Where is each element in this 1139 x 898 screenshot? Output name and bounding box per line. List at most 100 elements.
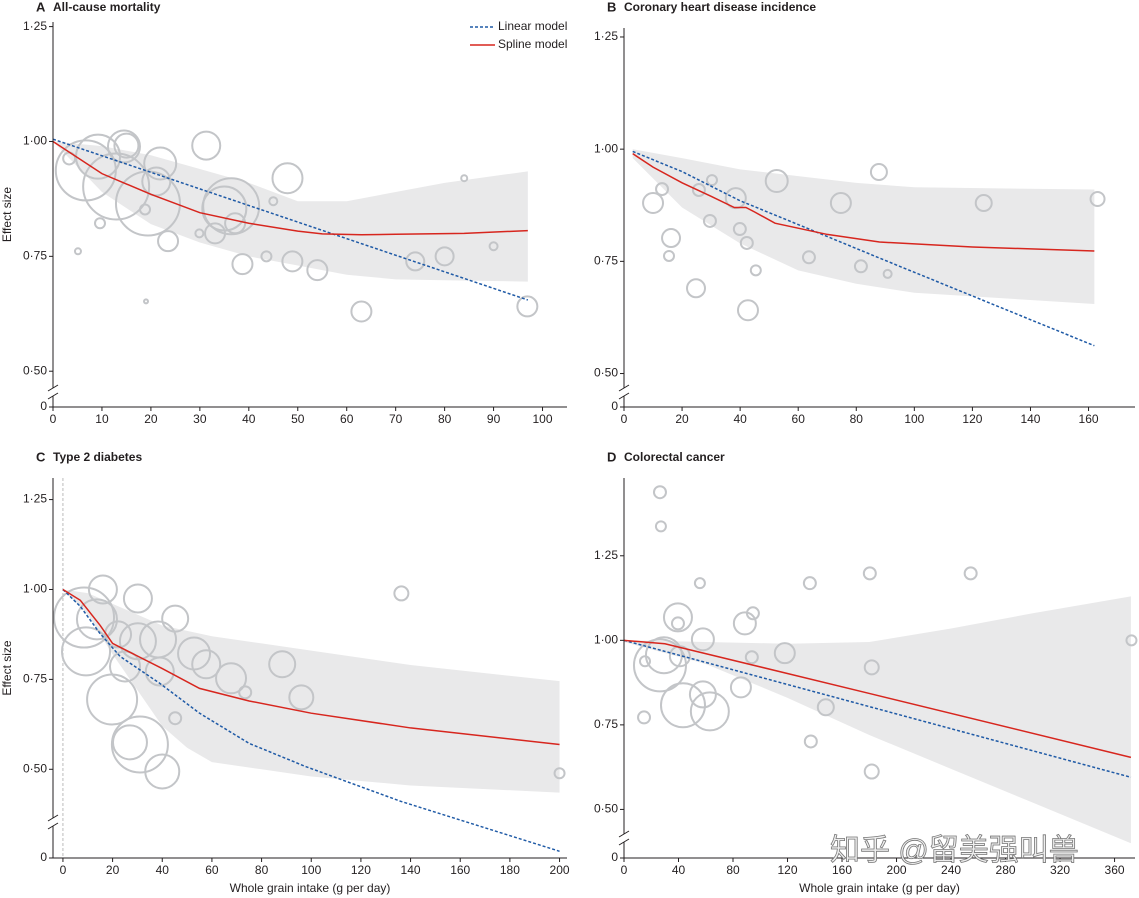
study-bubble [637, 710, 652, 725]
study-bubble [773, 642, 796, 665]
y-axis-label: Effect size [0, 640, 14, 695]
y-tick-label: 0 [40, 850, 47, 864]
x-tick-label: 360 [1105, 863, 1125, 877]
study-bubble [350, 300, 373, 323]
y-tick-label: 0·50 [594, 802, 618, 816]
x-tick-label: 40 [156, 863, 170, 877]
x-tick-label: 140 [1020, 412, 1040, 426]
panel-label: A [36, 0, 46, 14]
x-tick-label: 80 [438, 412, 452, 426]
model-line [623, 639, 1132, 759]
x-tick-label: 140 [401, 863, 421, 877]
study-bubble [405, 251, 426, 272]
axis-break [47, 384, 59, 392]
y-tick-label: 1·25 [594, 29, 618, 43]
x-tick-label: 60 [205, 863, 219, 877]
study-bubble [168, 711, 183, 726]
study-bubble [974, 194, 993, 213]
study-bubble [732, 611, 757, 636]
confidence-band [53, 141, 528, 282]
x-tick-label: 180 [500, 863, 520, 877]
panel-title: Coronary heart disease incidence [624, 0, 816, 14]
x-tick-label: 30 [193, 412, 207, 426]
model-line [52, 140, 528, 236]
study-bubble [690, 627, 715, 652]
panel-title: Colorectal cancer [624, 450, 725, 464]
study-bubble [1089, 190, 1106, 207]
x-tick-label: 280 [996, 863, 1016, 877]
axis-break [47, 822, 59, 830]
study-bubble [434, 246, 455, 267]
y-tick-label: 0·50 [23, 761, 47, 775]
x-tick-label: 80 [255, 863, 269, 877]
x-tick-label: 200 [550, 863, 570, 877]
study-bubble [109, 650, 142, 683]
study-bubble [393, 585, 410, 602]
x-tick-label: 160 [832, 863, 852, 877]
study-bubble [691, 182, 706, 197]
watermark: 知乎 @留美强叫兽 [830, 834, 1079, 867]
study-bubble [61, 626, 112, 677]
axis-break [618, 392, 630, 400]
x-tick-label: 160 [1079, 412, 1099, 426]
x-tick-label: 0 [60, 863, 67, 877]
y-tick-label: 0·75 [594, 717, 618, 731]
y-tick-label: 0·75 [594, 254, 618, 268]
x-tick-label: 50 [291, 412, 305, 426]
x-tick-label: 160 [450, 863, 470, 877]
y-tick-label: 1·00 [594, 141, 618, 155]
axis-break [618, 384, 630, 392]
y-tick-label: 0·50 [23, 363, 47, 377]
study-bubble [224, 212, 247, 235]
study-bubble [882, 268, 893, 279]
x-tick-label: 70 [389, 412, 403, 426]
study-bubble [829, 192, 852, 215]
study-bubble [853, 259, 868, 274]
study-bubble [204, 222, 227, 245]
x-tick-label: 120 [778, 863, 798, 877]
axis-break [47, 814, 59, 822]
study-bubble [705, 174, 718, 187]
y-axis-label: Effect size [0, 187, 14, 242]
study-bubble [143, 298, 150, 305]
x-tick-label: 20 [106, 863, 120, 877]
study-bubble [764, 169, 789, 194]
study-bubble [268, 196, 279, 207]
y-tick-label: 0 [40, 399, 47, 413]
legend-label: Spline model [498, 37, 567, 51]
x-tick-label: 80 [850, 412, 864, 426]
study-bubble [642, 192, 665, 215]
y-tick-label: 1·00 [594, 632, 618, 646]
x-tick-label: 100 [533, 412, 553, 426]
x-tick-label: 10 [95, 412, 109, 426]
panel-title: All-cause mortality [53, 0, 161, 14]
axis-break [618, 838, 630, 846]
x-tick-label: 90 [487, 412, 501, 426]
x-tick-label: 0 [621, 412, 628, 426]
study-bubble [652, 485, 667, 500]
x-tick-label: 0 [50, 412, 57, 426]
y-tick-label: 1·25 [23, 19, 47, 33]
study-bubble [191, 130, 222, 161]
study-bubble [816, 698, 835, 717]
y-tick-label: 0·75 [23, 672, 47, 686]
x-axis-label: Whole grain intake (g per day) [230, 881, 391, 895]
legend-label: Linear model [498, 19, 567, 33]
study-bubble [93, 217, 106, 230]
study-bubble [863, 763, 880, 780]
model-line [632, 153, 1095, 252]
panel-label: B [607, 0, 616, 14]
study-bubble [268, 650, 297, 679]
study-bubble [122, 583, 153, 614]
y-tick-label: 0·50 [594, 366, 618, 380]
study-bubble [118, 622, 157, 661]
study-bubble [260, 250, 273, 263]
study-bubble [670, 616, 685, 631]
panel-label: C [36, 449, 46, 464]
x-tick-label: 120 [351, 863, 371, 877]
study-bubble [53, 586, 116, 649]
study-bubble [654, 520, 667, 533]
study-bubble [111, 724, 148, 761]
x-tick-label: 40 [733, 412, 747, 426]
y-tick-label: 0 [611, 399, 618, 413]
